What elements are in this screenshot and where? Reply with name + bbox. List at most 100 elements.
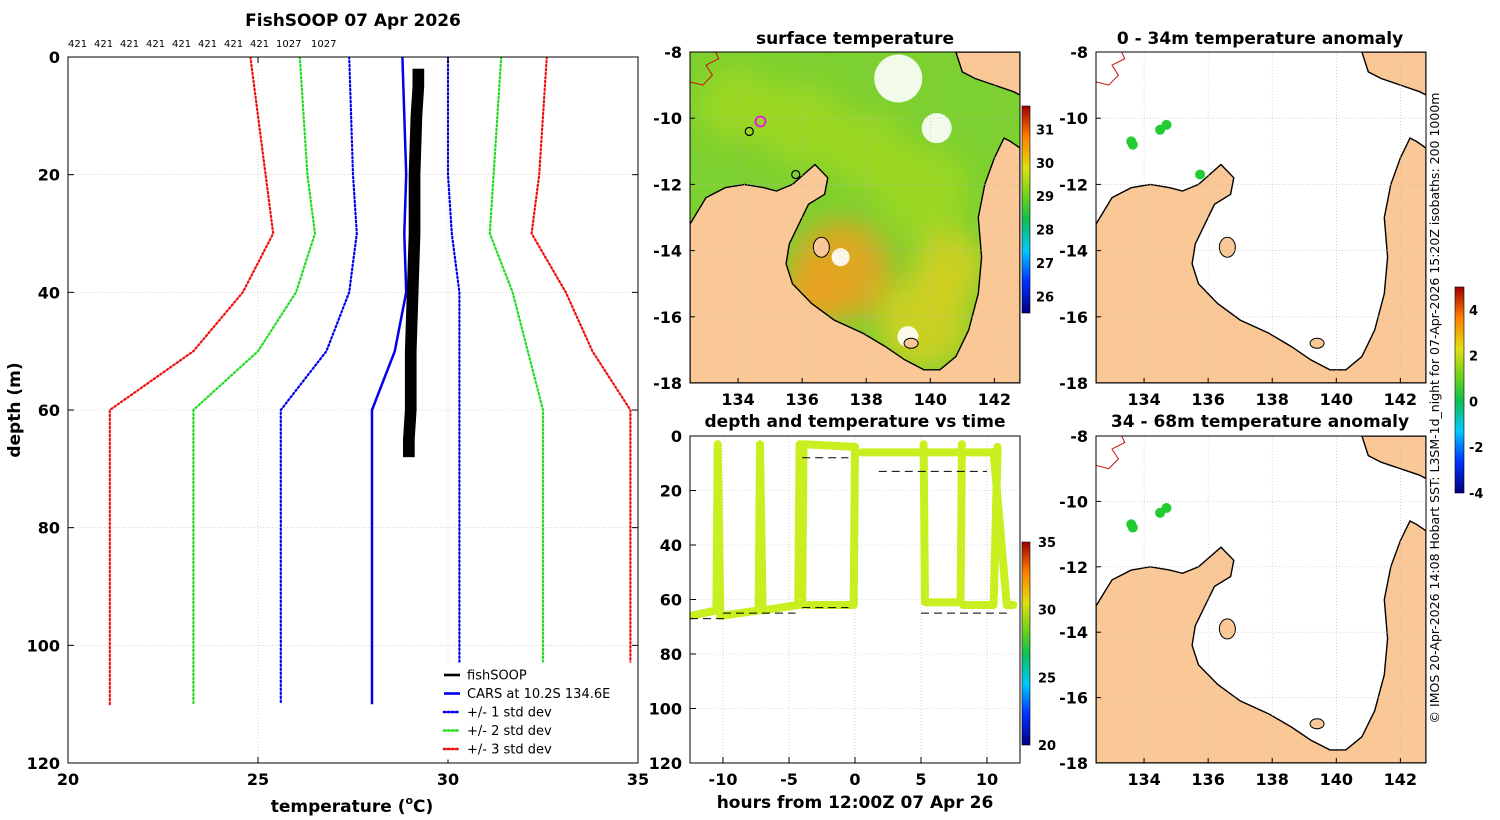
- dt-xtick-label: 10: [976, 770, 998, 789]
- map-xtick-label: 138: [1256, 390, 1289, 409]
- sst-zone: [877, 144, 971, 238]
- depth-time-xlabel: hours from 12:00Z 07 Apr 26: [717, 793, 994, 813]
- anomaly1-axes-frame: [1095, 51, 1427, 384]
- fishsoop-profile: [404, 68, 418, 458]
- profile-tag: 421: [198, 39, 217, 50]
- land-mass: [1096, 137, 1426, 383]
- map-ytick-label: -14: [653, 242, 682, 261]
- sst-colorbar-label: 31: [1036, 123, 1054, 138]
- map-ytick-label: -18: [1059, 374, 1088, 393]
- anomaly2-map-body: [1096, 436, 1426, 763]
- dt-colorbar-label: 25: [1038, 671, 1056, 686]
- dt-ytick-label: 120: [649, 754, 682, 773]
- map-xtick-label: 142: [1384, 770, 1417, 789]
- dt-ytick-label: 100: [649, 700, 682, 719]
- profile-tag: 421: [172, 39, 191, 50]
- dt-ytick-label: 60: [660, 591, 682, 610]
- std-curve--3: [108, 57, 275, 706]
- depth-track: [956, 440, 966, 607]
- profile-title: FishSOOP 07 Apr 2026: [245, 11, 461, 31]
- anomaly-point: [1161, 119, 1172, 130]
- fishsoop-profile: [408, 68, 421, 458]
- profile-xlabel: temperature (oC): [271, 794, 434, 817]
- sst-colorbar-label: 26: [1036, 290, 1054, 305]
- land-mass-north: [955, 52, 1020, 96]
- cloud-gap: [831, 248, 850, 267]
- map-ytick-label: -14: [1059, 242, 1088, 261]
- map-ytick-label: -18: [653, 374, 682, 393]
- profile-xtick-label: 25: [247, 770, 269, 789]
- profile-tag: 421: [94, 39, 113, 50]
- profile-legend: fishSOOP CARS at 10.2S 134.6E +/- 1 std de…: [437, 662, 635, 760]
- anomaly2-panel: 34 - 68m temperature anomaly 134 136 138 14…: [1059, 412, 1427, 789]
- isobath: [1096, 52, 1126, 86]
- profile-ytick-label: 0: [49, 48, 60, 67]
- map-xtick-label: 134: [721, 390, 754, 409]
- profile-ytick-label: 100: [27, 636, 60, 655]
- depth-track: [690, 440, 725, 620]
- profile-ytick-label: 80: [38, 519, 60, 538]
- station-marker: [754, 115, 767, 128]
- anomaly-point: [1127, 522, 1138, 533]
- map-ytick-label: -16: [1059, 308, 1088, 327]
- profile-tag: 1027: [276, 39, 301, 50]
- dt-colorbar-label: 30: [1038, 604, 1056, 619]
- map-ytick-label: -14: [1059, 623, 1088, 642]
- depth-track: [959, 442, 1002, 609]
- profile-xtick-label: 35: [627, 770, 649, 789]
- map-ytick-label: -10: [1059, 492, 1088, 511]
- depth-track: [798, 440, 859, 609]
- sst-axes-frame: [689, 51, 1021, 384]
- anomaly-colorbar-bar: [1454, 286, 1465, 494]
- map-ytick-label: -12: [1059, 558, 1088, 577]
- isobath: [690, 52, 720, 86]
- anomaly-colorbar-label: -4: [1469, 487, 1483, 502]
- dt-xtick-label: -5: [780, 770, 798, 789]
- dt-xtick-label: 0: [849, 770, 860, 789]
- profile-ytick-label: 60: [38, 401, 60, 420]
- std-curve--2: [192, 57, 317, 706]
- xlabel-text: temperature (: [271, 797, 406, 817]
- island: [1218, 618, 1236, 640]
- profile-xtick-label: 30: [437, 770, 459, 789]
- side-caption: © IMOS 20-Apr-2026 14:08 Hobart SST: L3S…: [1427, 93, 1442, 724]
- cloud-gap: [921, 113, 952, 144]
- map-ytick-label: -16: [1059, 689, 1088, 708]
- anomaly-colorbar-label: 2: [1469, 350, 1478, 365]
- anomaly1-panel: 0 - 34m temperature anomaly 134 136 138 140…: [1059, 29, 1427, 409]
- map-xtick-label: 134: [1127, 770, 1160, 789]
- profile-panel: FishSOOP 07 Apr 2026 421 421 421 421 421 421 4…: [5, 11, 649, 817]
- sst-colorbar-label: 29: [1036, 190, 1054, 205]
- land-mass: [1096, 520, 1426, 763]
- cloud-gap: [874, 54, 923, 103]
- std-curve-+2: [488, 57, 545, 706]
- isobath: [1096, 436, 1126, 470]
- map-xtick-label: 140: [1320, 390, 1353, 409]
- depth-track: [758, 440, 807, 615]
- depth-time-panel: depth and temperature vs time -10 -5 0 5 100…: [649, 412, 1057, 813]
- island: [903, 337, 919, 349]
- sst-zone: [698, 65, 778, 145]
- map-xtick-label: 136: [785, 390, 818, 409]
- anomaly-colorbar-label: -2: [1469, 441, 1483, 456]
- cars-profile: [370, 57, 408, 705]
- sst-map-body: [690, 52, 1020, 383]
- profile-tag: 421: [224, 39, 243, 50]
- map-ytick-label: -8: [1070, 43, 1088, 62]
- map-xtick-label: 138: [1256, 770, 1289, 789]
- dt-ytick-label: 40: [660, 536, 682, 555]
- depth-track: [849, 442, 859, 609]
- anomaly-colorbar-label: 4: [1469, 304, 1478, 319]
- map-xtick-label: 138: [850, 390, 883, 409]
- map-xtick-label: 142: [1384, 390, 1417, 409]
- map-ytick-label: -12: [1059, 175, 1088, 194]
- profile-tag: 421: [250, 39, 269, 50]
- legend-box: [437, 662, 635, 760]
- fishsoop-profile: [406, 68, 419, 458]
- sst-zone: [913, 230, 986, 304]
- sst-colorbar: 26 27 28 29 30 31: [1021, 105, 1054, 314]
- sst-colorbar-label: 28: [1036, 224, 1054, 239]
- sst-ticks: 134 136 138 140 142 -8 -10 -12 -14 -16 -18: [653, 43, 1011, 409]
- anomaly2-axes-frame: [1095, 435, 1427, 764]
